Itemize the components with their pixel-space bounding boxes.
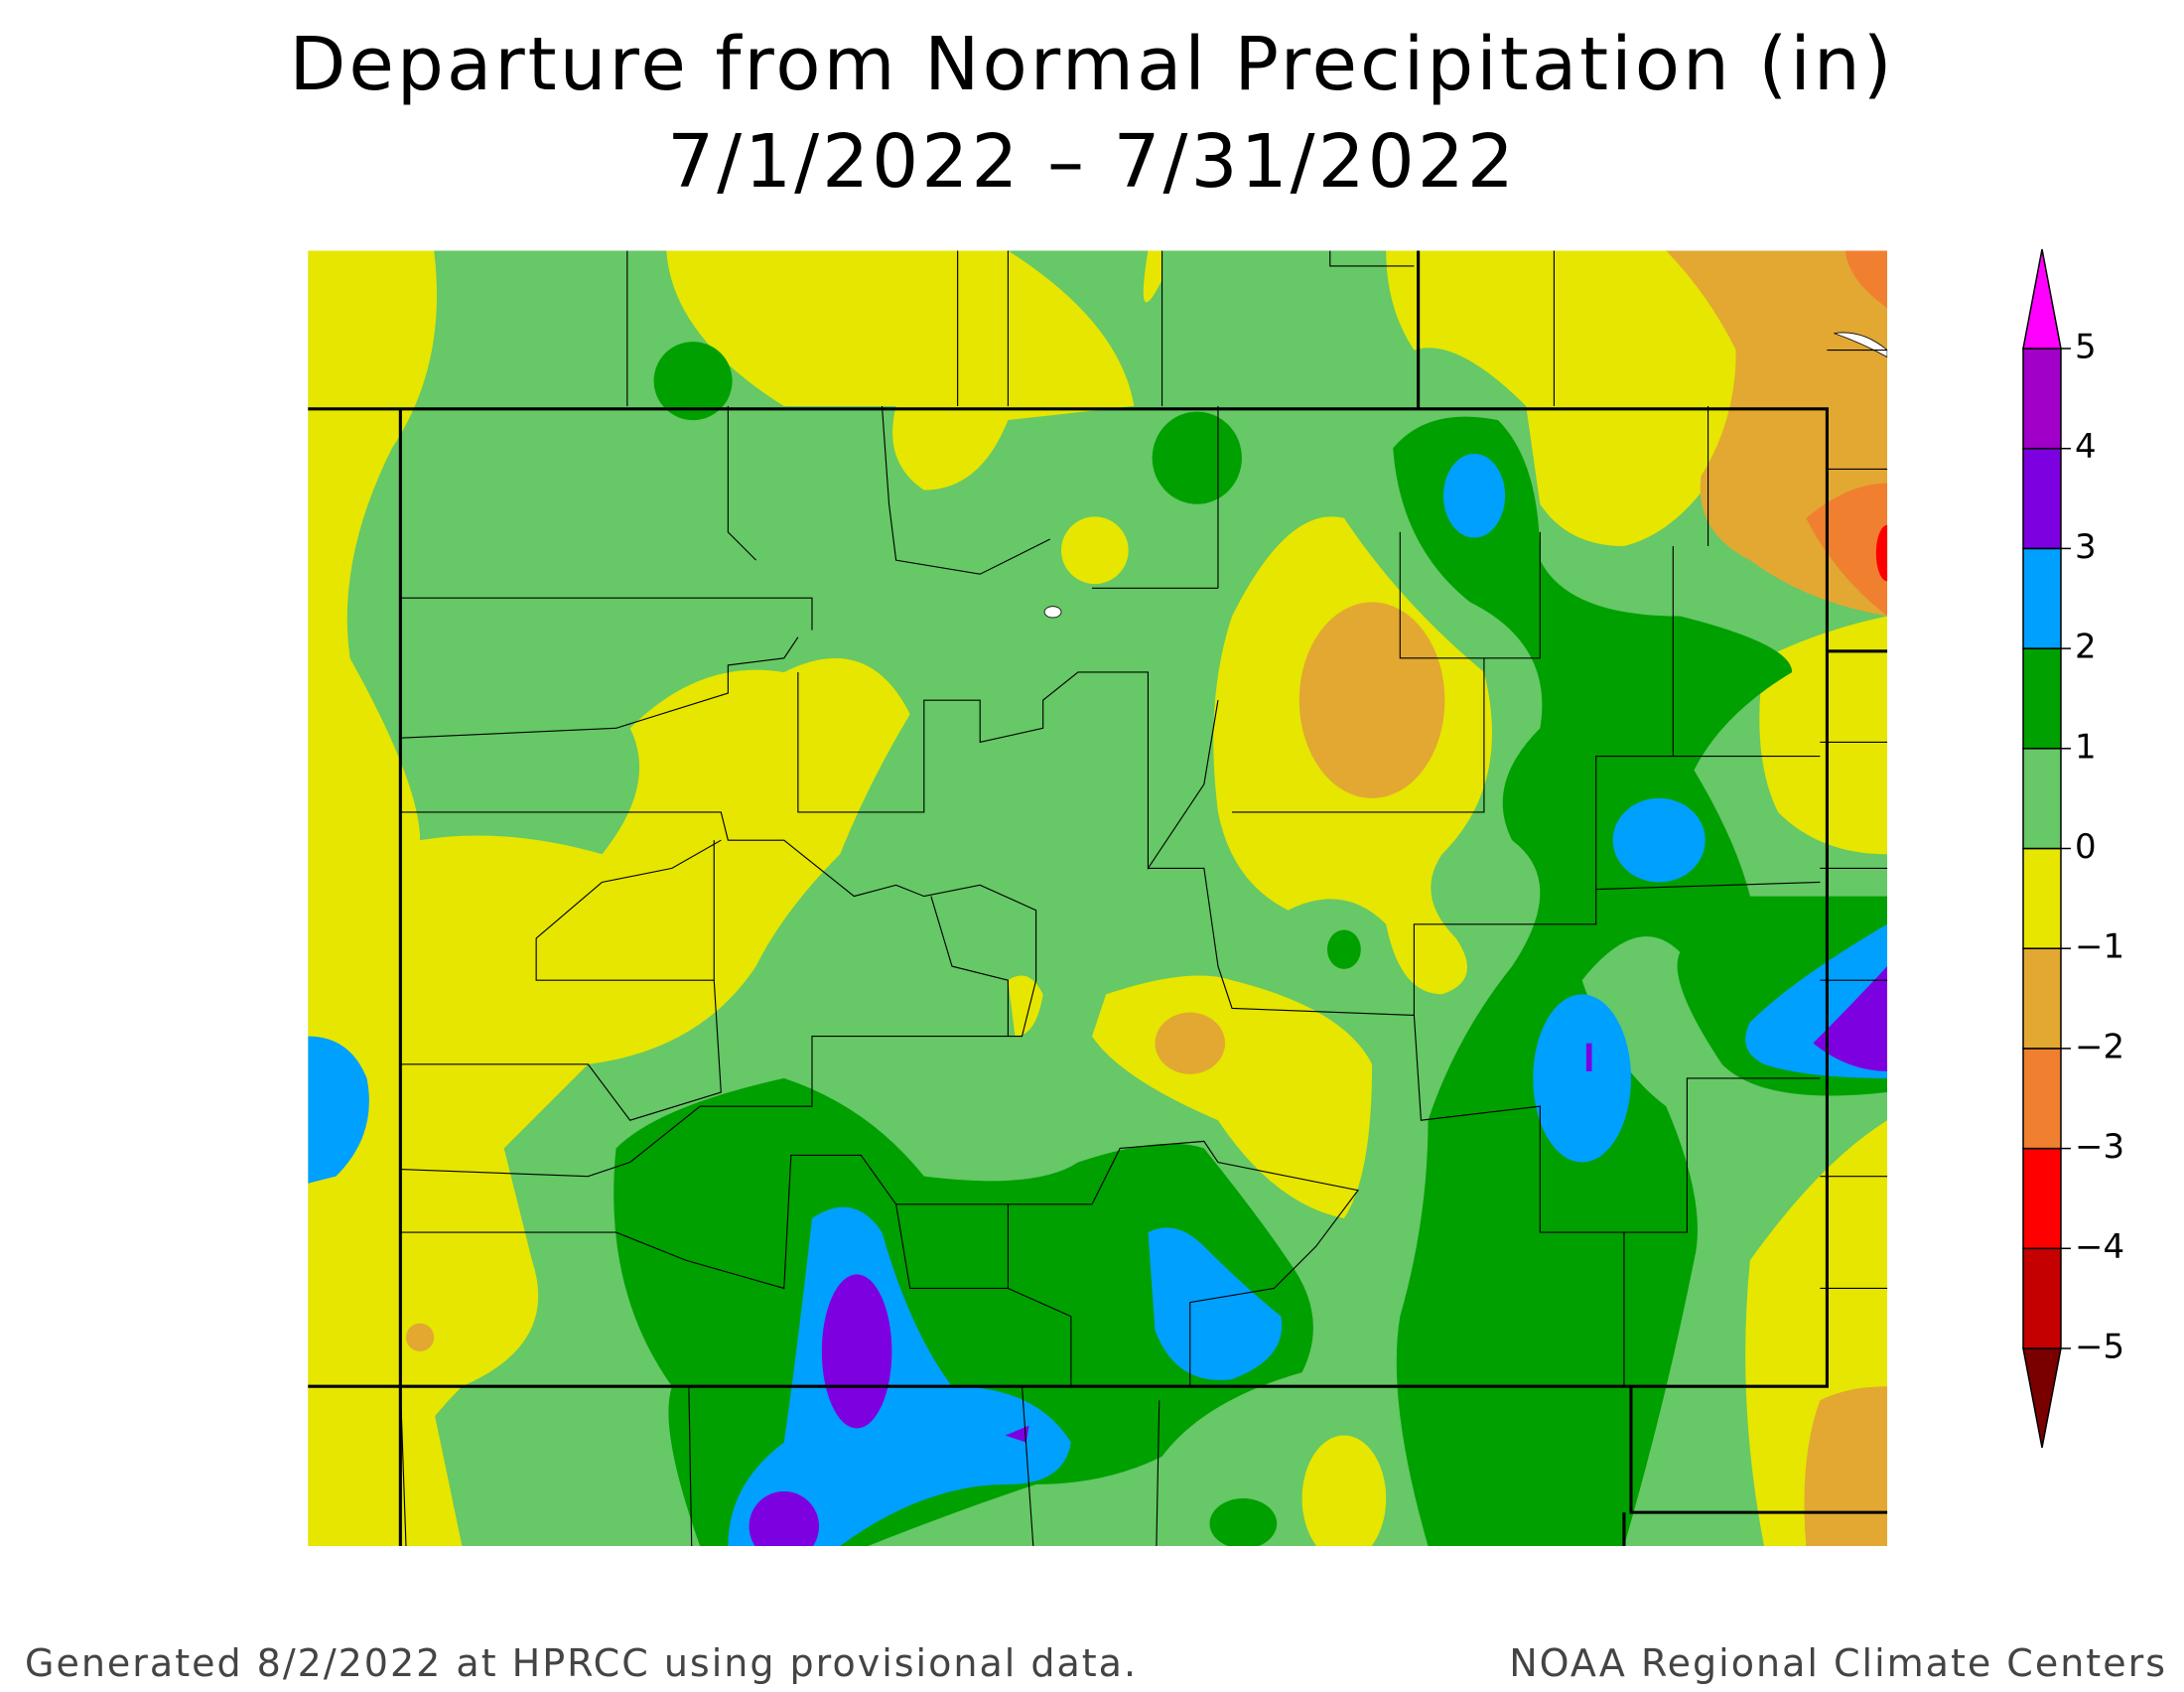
- colorbar-segment: [2022, 847, 2062, 949]
- colorbar-tick-label: −3: [2075, 1127, 2124, 1167]
- colorbar-extend-low: [2022, 1347, 2062, 1449]
- colorbar-segment: [2022, 348, 2062, 450]
- colorbar-tick-label: 4: [2075, 427, 2097, 467]
- colorbar-segment: [2022, 1147, 2062, 1250]
- colorbar: −5 −4 −3 −2 −1 0 1 2 3 4 5: [2022, 248, 2124, 1449]
- footer-right: NOAA Regional Climate Centers: [1509, 1641, 2167, 1685]
- colorbar-segment: [2022, 1048, 2062, 1150]
- title-line-2: 7/1/2022 – 7/31/2022: [667, 119, 1517, 205]
- colorbar-tick-label: 2: [2075, 628, 2097, 667]
- footer-left: Generated 8/2/2022 at HPRCC using provis…: [25, 1641, 1138, 1685]
- colorbar-segment: [2022, 748, 2062, 850]
- colorbar-tick-label: −4: [2075, 1227, 2124, 1267]
- contours: [308, 250, 1888, 1546]
- colorbar-tick-label: −2: [2075, 1027, 2124, 1066]
- colorbar-segment: [2022, 1247, 2062, 1349]
- colorbar-segment: [2022, 647, 2062, 750]
- colorbar-segment: [2022, 547, 2062, 649]
- colorbar-extend-high: [2022, 248, 2062, 350]
- colorbar-segment: [2022, 947, 2062, 1050]
- colorbar-tick-label: 1: [2075, 727, 2097, 767]
- colorbar-tick-label: −5: [2075, 1328, 2124, 1367]
- colorbar-tick-label: 3: [2075, 527, 2097, 567]
- colorbar-tick-label: 5: [2075, 328, 2097, 367]
- colorbar-tick-label: 0: [2075, 827, 2097, 867]
- county-lines: [308, 250, 1888, 1547]
- title-line-1: Departure from Normal Precipitation (in): [289, 22, 1894, 107]
- colorbar-segment: [2022, 447, 2062, 550]
- map: [308, 250, 1888, 1547]
- colorbar-tick-label: −1: [2075, 927, 2124, 967]
